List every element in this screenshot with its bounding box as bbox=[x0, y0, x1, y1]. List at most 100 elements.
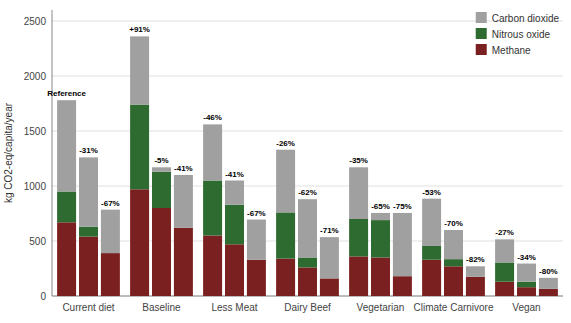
y-tick-label: 2500 bbox=[24, 16, 47, 27]
annotation: -70% bbox=[444, 219, 463, 228]
x-tick-label: Current diet bbox=[62, 302, 114, 313]
bar-segment bbox=[320, 237, 339, 278]
y-tick-label: 500 bbox=[29, 236, 46, 247]
bar-segment bbox=[57, 222, 76, 296]
legend-swatch bbox=[476, 12, 487, 23]
bar-segment bbox=[495, 239, 514, 262]
bar-segment bbox=[466, 266, 485, 276]
bar-segment bbox=[422, 199, 441, 246]
annotation: -71% bbox=[320, 226, 339, 235]
annotation: Reference bbox=[47, 89, 86, 98]
grid-line bbox=[52, 186, 563, 187]
bar-segment bbox=[276, 150, 295, 213]
legend-label: Nitrous oxide bbox=[492, 29, 551, 40]
x-tick-label: Climate Carnivore bbox=[413, 302, 493, 313]
annotation: +91% bbox=[129, 25, 150, 34]
bar-segment bbox=[539, 289, 558, 296]
legend-label: Carbon dioxide bbox=[492, 13, 560, 24]
annotation: -34% bbox=[517, 253, 536, 262]
bar-segment bbox=[203, 236, 222, 297]
bars bbox=[57, 36, 558, 296]
x-tick-label: Baseline bbox=[142, 302, 181, 313]
legend-swatch bbox=[476, 44, 487, 55]
bar-segment bbox=[203, 124, 222, 180]
annotation: -5% bbox=[154, 156, 168, 165]
bar-segment bbox=[298, 199, 317, 257]
annotation: -46% bbox=[203, 113, 222, 122]
bar-segment bbox=[298, 267, 317, 296]
x-tick-label: Less Meat bbox=[211, 302, 257, 313]
bar-segment bbox=[203, 181, 222, 236]
annotation: -67% bbox=[101, 199, 120, 208]
annotation: -27% bbox=[495, 228, 514, 237]
bar-segment bbox=[79, 227, 98, 237]
annotation: -31% bbox=[79, 146, 98, 155]
y-tick-label: 1500 bbox=[24, 126, 47, 137]
grid-line bbox=[52, 131, 563, 132]
bar-segment bbox=[371, 258, 390, 297]
grid-line bbox=[52, 76, 563, 77]
bar-segment bbox=[57, 192, 76, 223]
annotation: -41% bbox=[174, 164, 193, 173]
bar-segment bbox=[349, 256, 368, 296]
bar-segment bbox=[320, 278, 339, 296]
bar-segment bbox=[298, 258, 317, 268]
y-axis-line bbox=[52, 10, 53, 296]
bar-segment bbox=[517, 264, 536, 282]
bar-segment bbox=[444, 266, 463, 296]
bar-segment bbox=[174, 228, 193, 296]
annotation: -41% bbox=[225, 170, 244, 179]
bar-segment bbox=[371, 220, 390, 257]
bar-segment bbox=[495, 262, 514, 281]
annotation: -75% bbox=[393, 202, 412, 211]
legend-label: Methane bbox=[492, 45, 531, 56]
y-axis: 0 500 1000 1500 2000 2500 bbox=[24, 10, 563, 302]
annotation: -65% bbox=[371, 202, 390, 211]
bar-segment bbox=[517, 282, 536, 288]
bar-segment bbox=[130, 36, 149, 104]
bar-segment bbox=[276, 259, 295, 296]
legend-item: Methane bbox=[476, 44, 531, 56]
annotation: -26% bbox=[276, 139, 295, 148]
annotation: -53% bbox=[422, 188, 441, 197]
bar-segment bbox=[130, 189, 149, 296]
chart: 05001000150020002500kg CO2-eq/capita/yea… bbox=[0, 0, 571, 323]
x-tick-label: Vegetarian bbox=[357, 302, 405, 313]
legend: Carbon dioxide Nitrous oxide Methane bbox=[476, 12, 560, 56]
bar-segment bbox=[57, 100, 76, 191]
bar-segment bbox=[247, 260, 266, 296]
bar-segment bbox=[79, 237, 98, 296]
bar-segment bbox=[517, 287, 536, 296]
bar-segment bbox=[174, 175, 193, 228]
bar-segment bbox=[349, 219, 368, 256]
annotation: -82% bbox=[466, 255, 485, 264]
y-tick-label: 2000 bbox=[24, 71, 47, 82]
bar-segment bbox=[101, 210, 120, 253]
x-axis: Current diet Baseline Less Meat Dairy Beef V… bbox=[62, 302, 540, 313]
x-tick-label: Vegan bbox=[512, 302, 540, 313]
bar-segment bbox=[247, 220, 266, 260]
bar-segment bbox=[466, 277, 485, 296]
x-tick-label: Dairy Beef bbox=[284, 302, 331, 313]
bar-segment bbox=[539, 278, 558, 289]
annotation: -67% bbox=[247, 209, 266, 218]
y-tick-label: 0 bbox=[40, 291, 46, 302]
bar-segment bbox=[130, 105, 149, 190]
bar-segment bbox=[79, 157, 98, 226]
bar-segment bbox=[393, 213, 412, 276]
bar-segment bbox=[495, 282, 514, 296]
bar-segment bbox=[225, 205, 244, 245]
annotations: Reference +91% -46% -26% -35% -53% -27% -31% -5%… bbox=[47, 25, 557, 275]
bar-segment bbox=[393, 276, 412, 296]
bar-segment bbox=[444, 230, 463, 259]
y-tick-label: 1000 bbox=[24, 181, 47, 192]
legend-item: Nitrous oxide bbox=[476, 28, 551, 40]
bar-segment bbox=[422, 260, 441, 296]
bar-segment bbox=[152, 208, 171, 296]
bar-segment bbox=[422, 246, 441, 260]
bar-segment bbox=[276, 212, 295, 258]
bar-segment bbox=[152, 167, 171, 171]
annotation: -35% bbox=[349, 156, 368, 165]
bar-segment bbox=[349, 167, 368, 219]
legend-swatch bbox=[476, 28, 487, 39]
